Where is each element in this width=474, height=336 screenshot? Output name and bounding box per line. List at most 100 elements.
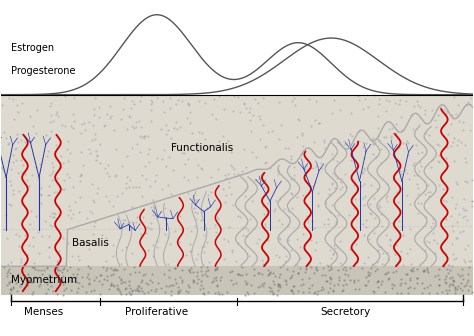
Point (18, 150, 25, 155)
Point (328, 180, 336, 186)
Point (404, 140, 411, 145)
Point (401, 168, 409, 173)
Point (7, 286, 14, 291)
Point (67, 216, 74, 221)
Point (91, 95, 99, 100)
Point (449, 228, 457, 233)
Point (259, 122, 267, 128)
Point (130, 264, 138, 269)
Point (274, 168, 282, 173)
Point (9, 192, 17, 197)
Point (80, 120, 88, 126)
Point (375, 101, 383, 107)
Point (144, 151, 152, 156)
Point (339, 266, 347, 272)
Point (326, 274, 334, 279)
Point (287, 176, 295, 182)
Point (340, 138, 348, 144)
Point (34, 267, 41, 272)
Point (136, 269, 143, 275)
Point (44, 149, 52, 154)
Point (365, 104, 372, 110)
Point (130, 125, 137, 131)
Point (304, 213, 311, 218)
Point (197, 165, 205, 170)
Point (189, 278, 197, 283)
Point (57, 153, 65, 158)
Point (276, 265, 283, 270)
Point (47, 112, 55, 118)
Point (142, 280, 150, 286)
Point (119, 107, 127, 112)
Point (185, 102, 192, 107)
Point (383, 109, 390, 114)
Point (6, 290, 14, 295)
Point (30, 261, 37, 266)
Point (299, 144, 307, 149)
Point (187, 269, 194, 275)
Point (44, 153, 51, 158)
Point (391, 100, 399, 105)
Point (89, 210, 96, 215)
Point (258, 177, 265, 183)
Point (201, 232, 208, 237)
Point (39, 272, 46, 277)
Point (228, 164, 236, 170)
Point (129, 184, 137, 190)
Point (295, 270, 302, 275)
Point (147, 227, 155, 232)
Point (442, 191, 449, 196)
Point (464, 271, 472, 277)
Point (392, 252, 399, 257)
Text: Progesterone: Progesterone (11, 67, 75, 76)
Point (308, 124, 315, 129)
Point (193, 141, 201, 146)
Point (254, 241, 261, 246)
Point (97, 291, 104, 296)
Point (457, 140, 465, 145)
Point (211, 268, 219, 273)
Point (271, 206, 279, 212)
Point (7, 286, 15, 292)
Point (363, 282, 370, 288)
Point (320, 222, 328, 227)
Point (394, 200, 402, 205)
Point (67, 288, 75, 293)
Point (135, 283, 143, 288)
Point (123, 185, 130, 191)
Point (392, 242, 400, 247)
Point (148, 93, 156, 98)
Point (203, 147, 210, 152)
Point (264, 201, 272, 206)
Point (200, 285, 207, 290)
Point (269, 279, 277, 284)
Point (275, 136, 283, 142)
Point (350, 206, 358, 211)
Point (261, 144, 268, 150)
Point (161, 205, 169, 211)
Point (79, 283, 86, 288)
Point (138, 134, 146, 139)
Point (46, 233, 53, 239)
Point (103, 274, 111, 279)
Point (274, 171, 282, 177)
Point (123, 153, 130, 158)
Point (355, 128, 363, 133)
Point (284, 221, 292, 227)
Text: Myometrium: Myometrium (11, 275, 77, 285)
Point (305, 286, 313, 291)
Point (405, 176, 413, 181)
Point (18, 201, 26, 206)
Point (28, 280, 36, 285)
Point (273, 292, 281, 297)
Point (162, 163, 170, 169)
Point (109, 271, 117, 277)
Point (335, 277, 343, 282)
Point (93, 153, 100, 158)
Point (401, 281, 409, 286)
Point (350, 277, 358, 283)
Point (416, 104, 423, 110)
Point (444, 270, 452, 276)
Point (43, 266, 51, 271)
Point (353, 241, 360, 247)
